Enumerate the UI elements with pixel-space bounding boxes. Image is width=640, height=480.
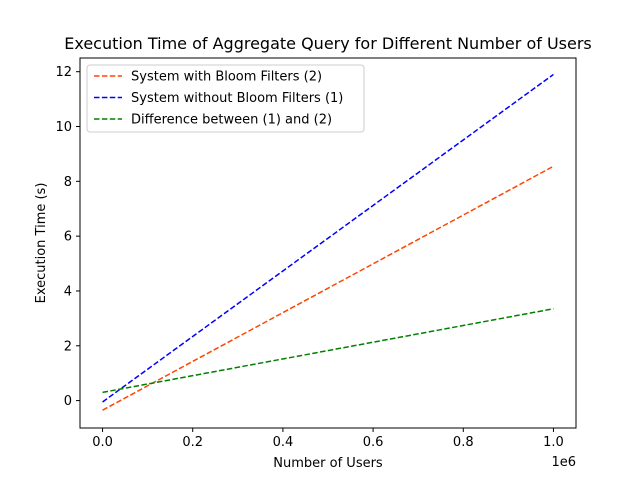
y-tick-label: 0 [64, 394, 72, 409]
y-tick-label: 12 [55, 65, 72, 80]
x-tick-label: 1.0 [543, 435, 564, 450]
legend-label-1: System with Bloom Filters (2) [131, 70, 322, 85]
x-tick-label: 0.4 [273, 435, 294, 450]
series-line-2 [102, 73, 554, 403]
x-tick-label: 0.6 [363, 435, 384, 450]
y-tick-label: 6 [64, 230, 72, 245]
x-tick-label: 0.2 [182, 435, 203, 450]
legend: System with Bloom Filters (2) System with… [86, 64, 365, 133]
plot-frame [79, 57, 577, 429]
y-tick-label: 10 [55, 120, 72, 135]
y-tick-label: 4 [64, 284, 72, 299]
legend-entries: System with Bloom Filters (2) System with… [94, 70, 343, 128]
series-layer [102, 73, 554, 411]
legend-label-2: System without Bloom Filters (1) [131, 91, 343, 106]
x-axis-offset-label: 1e6 [551, 455, 576, 470]
x-tick-label: 0.8 [453, 435, 474, 450]
y-axis-ticks: 0 2 4 6 8 10 12 [55, 65, 80, 409]
series-line-3 [102, 308, 554, 394]
y-axis-label: Execution Time (s) [34, 183, 49, 304]
x-tick-label: 0.0 [92, 435, 113, 450]
chart-title: Execution Time of Aggregate Query for Di… [64, 34, 592, 53]
y-tick-label: 2 [64, 339, 72, 354]
y-tick-label: 8 [64, 175, 72, 190]
x-axis-ticks: 0.0 0.2 0.4 0.6 0.8 1.0 [92, 428, 564, 450]
legend-label-3: Difference between (1) and (2) [131, 113, 332, 128]
x-axis-label: Number of Users [273, 456, 383, 471]
series-line-1 [102, 165, 554, 411]
legend-box [86, 64, 365, 133]
